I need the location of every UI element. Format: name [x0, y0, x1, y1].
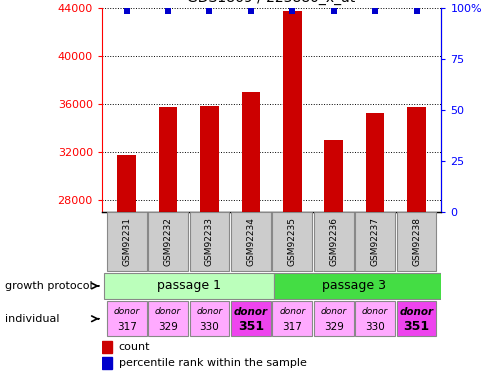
Text: 330: 330 [364, 322, 384, 332]
Bar [324, 140, 342, 212]
Bar [241, 92, 260, 212]
Text: donor: donor [361, 308, 387, 316]
Bar [102, 357, 112, 369]
FancyBboxPatch shape [272, 213, 312, 271]
Point [329, 8, 337, 14]
Text: 329: 329 [323, 322, 343, 332]
Point [205, 8, 213, 14]
Text: donor: donor [320, 308, 346, 316]
Point [246, 8, 254, 14]
FancyBboxPatch shape [273, 273, 442, 299]
FancyBboxPatch shape [396, 301, 436, 336]
Text: individual: individual [5, 314, 59, 324]
Point [412, 8, 420, 14]
Text: donor: donor [196, 308, 222, 316]
Bar [365, 113, 384, 212]
Bar [158, 107, 177, 212]
FancyBboxPatch shape [106, 213, 146, 271]
Bar [117, 155, 136, 212]
FancyBboxPatch shape [189, 301, 229, 336]
Text: GSM92234: GSM92234 [246, 217, 255, 266]
Text: donor: donor [113, 308, 139, 316]
Text: GSM92231: GSM92231 [122, 217, 131, 266]
Bar [407, 107, 425, 212]
Point [288, 8, 296, 14]
Text: GSM92237: GSM92237 [370, 217, 379, 266]
Text: donor: donor [399, 307, 433, 317]
Text: 329: 329 [158, 322, 178, 332]
FancyBboxPatch shape [313, 213, 353, 271]
Bar [282, 11, 301, 212]
Text: GSM92233: GSM92233 [205, 217, 213, 266]
Text: donor: donor [233, 307, 267, 317]
Text: passage 3: passage 3 [322, 279, 386, 292]
Text: 330: 330 [199, 322, 219, 332]
Text: donor: donor [155, 308, 181, 316]
Text: count: count [119, 342, 150, 352]
Title: GDS1869 / 223880_x_at: GDS1869 / 223880_x_at [187, 0, 355, 5]
FancyBboxPatch shape [354, 301, 394, 336]
Text: GSM92232: GSM92232 [163, 217, 172, 266]
Point [122, 8, 130, 14]
Bar [200, 106, 218, 212]
Text: GSM92236: GSM92236 [329, 217, 337, 266]
Point [370, 8, 378, 14]
FancyBboxPatch shape [106, 301, 146, 336]
Text: 351: 351 [237, 321, 263, 333]
FancyBboxPatch shape [354, 213, 394, 271]
FancyBboxPatch shape [148, 213, 188, 271]
FancyBboxPatch shape [396, 213, 436, 271]
FancyBboxPatch shape [313, 301, 353, 336]
Text: GSM92238: GSM92238 [411, 217, 420, 266]
Point [164, 8, 172, 14]
Text: GSM92235: GSM92235 [287, 217, 296, 266]
FancyBboxPatch shape [104, 273, 273, 299]
Text: 317: 317 [282, 322, 302, 332]
FancyBboxPatch shape [189, 213, 229, 271]
FancyBboxPatch shape [230, 301, 270, 336]
Text: 351: 351 [403, 321, 429, 333]
Text: percentile rank within the sample: percentile rank within the sample [119, 358, 306, 368]
Text: passage 1: passage 1 [156, 279, 220, 292]
Text: donor: donor [279, 308, 305, 316]
Text: 317: 317 [117, 322, 136, 332]
Text: growth protocol: growth protocol [5, 281, 92, 291]
FancyBboxPatch shape [148, 301, 188, 336]
Bar [102, 341, 112, 352]
FancyBboxPatch shape [272, 301, 312, 336]
FancyBboxPatch shape [230, 213, 270, 271]
